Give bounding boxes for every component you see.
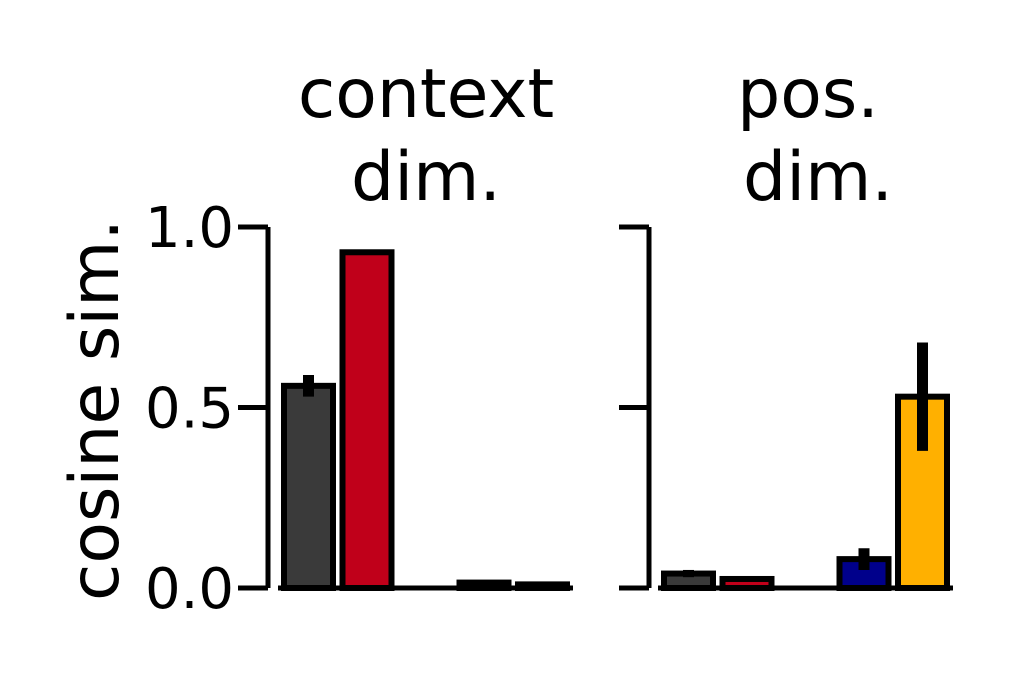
y-axis-label: cosine sim. [56,219,135,601]
panel-context-dim: context dim. 0.0 0.5 1.0 [145,55,573,622]
panel-pos-dim: pos. dim. [619,55,953,592]
panel-title-line-2: dim. [351,138,501,217]
panel-title-line-1: context [298,55,554,134]
y-tick-label: 0.0 [145,557,234,622]
bar [515,581,570,592]
bar [456,579,512,592]
panel-title-line-2: dim. [743,138,893,217]
y-tick-label: 0.5 [145,377,234,442]
bar [719,575,775,591]
y-tick-label: 1.0 [145,196,234,261]
bar [281,382,336,591]
bar [339,249,395,592]
panel-title-line-1: pos. [737,55,879,134]
